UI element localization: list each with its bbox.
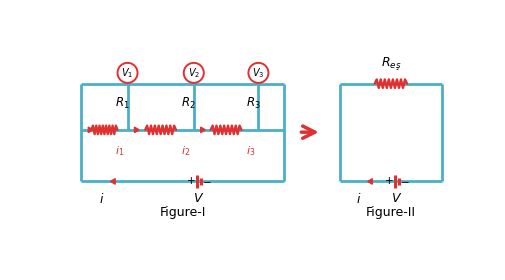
Circle shape [184,63,204,83]
Text: $-$: $-$ [202,176,212,186]
Text: $R_{2}$: $R_{2}$ [181,96,196,111]
Text: Figure-II: Figure-II [366,206,416,219]
Polygon shape [134,127,139,133]
Text: $V_{2}$: $V_{2}$ [188,66,200,80]
Text: Figure-I: Figure-I [160,206,206,219]
Text: $R_{1}$: $R_{1}$ [115,96,130,111]
Text: $i_{2}$: $i_{2}$ [181,144,191,158]
Text: $i$: $i$ [356,192,361,206]
Text: $R_{eş}$: $R_{eş}$ [381,55,401,72]
Circle shape [118,63,137,83]
Polygon shape [368,179,372,184]
Text: $i$: $i$ [98,192,104,206]
Text: $V_{1}$: $V_{1}$ [121,66,134,80]
Text: $i_{3}$: $i_{3}$ [246,144,256,158]
Text: $V$: $V$ [193,192,205,205]
Polygon shape [88,127,93,133]
Text: $R_{3}$: $R_{3}$ [246,96,261,111]
Text: $V_{3}$: $V_{3}$ [252,66,265,80]
Text: $-$: $-$ [400,176,410,186]
Polygon shape [200,127,206,133]
Polygon shape [111,179,115,184]
Text: $V$: $V$ [391,192,402,205]
Text: +: + [187,176,196,186]
Text: $i_{1}$: $i_{1}$ [115,144,125,158]
Text: +: + [385,176,393,186]
Circle shape [248,63,269,83]
